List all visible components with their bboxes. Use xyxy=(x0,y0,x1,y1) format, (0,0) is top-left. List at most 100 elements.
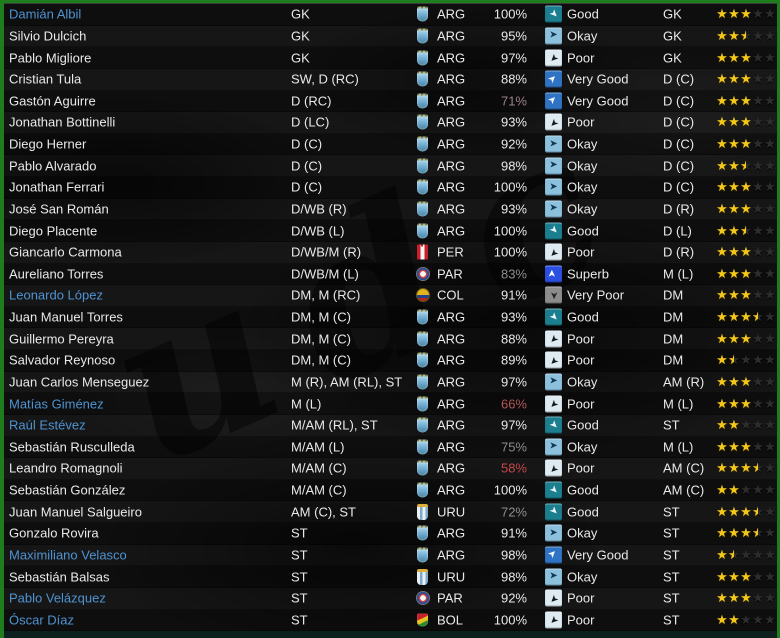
player-name-link[interactable]: Sebastián Rusculleda xyxy=(9,439,135,455)
player-row[interactable]: Pablo Velázquez ST PAR 92% ➤ Poor ST ★ ★ ★… xyxy=(4,587,777,610)
nation-flag-cell xyxy=(417,6,428,22)
player-row[interactable]: Raúl Estévez M/AM (RL), ST ARG 97% ➤ Goo… xyxy=(4,414,777,437)
form-arrow-icon: ➤ xyxy=(545,27,562,45)
star-icon: ★ xyxy=(740,265,752,281)
nation-flag-cell xyxy=(417,503,428,520)
player-row[interactable]: Aureliano Torres D/WB/M (L) PAR 83% ➤ Su… xyxy=(4,263,777,286)
star-icon: ★ xyxy=(716,546,728,562)
selected-position: D (R) xyxy=(663,201,695,217)
player-name-link[interactable]: Cristian Tula xyxy=(9,71,82,87)
player-name-link[interactable]: Jonathan Ferrari xyxy=(9,179,105,195)
star-icon: ★ xyxy=(752,352,764,368)
player-row[interactable]: Pablo Alvarado D (C) ARG 98% ➤ Okay D (C… xyxy=(4,155,777,177)
nation-flag-cell xyxy=(417,201,428,217)
player-positions: GK xyxy=(291,28,310,44)
player-row[interactable]: José San Román D/WB (R) ARG 93% ➤ Okay D… xyxy=(4,198,777,221)
player-name-link[interactable]: Gastón Aguirre xyxy=(9,93,96,109)
player-row[interactable]: Jonathan Ferrari D (C) ARG 100% ➤ Okay D… xyxy=(4,177,777,199)
condition-percent: 66% xyxy=(500,396,527,412)
player-row[interactable]: Gonzalo Rovira ST ARG 91% ➤ Okay ST ★ ★ ★ ★… xyxy=(4,523,777,545)
player-row[interactable]: Jonathan Bottinelli D (LC) ARG 93% ➤ Poo… xyxy=(4,112,777,134)
player-name-link[interactable]: José San Román xyxy=(9,201,109,217)
star-icon: ★ xyxy=(716,244,728,260)
player-name-link[interactable]: Gonzalo Rovira xyxy=(9,525,99,541)
player-name-link[interactable]: Jonathan Bottinelli xyxy=(9,114,116,130)
star-icon: ★ xyxy=(716,136,728,152)
player-row[interactable]: Óscar Díaz ST BOL 100% ➤ Poor ST ★ ★ ★ ★ ★ xyxy=(4,609,777,632)
player-name-link[interactable]: Diego Herner xyxy=(9,136,87,152)
player-row[interactable]: Damián Albil GK ARG 100% ➤ Good GK ★ ★ ★ ★ ★ xyxy=(4,4,777,26)
player-name-link[interactable]: Juan Manuel Salgueiro xyxy=(9,504,142,520)
flag-uru-icon xyxy=(417,503,428,520)
player-name-link[interactable]: Juan Manuel Torres xyxy=(9,309,123,325)
selected-position: D (L) xyxy=(663,223,692,239)
player-row[interactable]: Juan Manuel Salgueiro AM (C), ST URU 72%… xyxy=(4,501,777,523)
player-row[interactable]: Juan Carlos Menseguez M (R), AM (RL), ST… xyxy=(4,371,777,394)
player-name-link[interactable]: Guillermo Pereyra xyxy=(9,331,114,347)
player-name-link[interactable]: Leandro Romagnoli xyxy=(9,460,123,476)
nation-code: ARG xyxy=(437,460,466,476)
player-row[interactable]: Silvio Dulcich GK ARG 95% ➤ Okay GK ★ ★ ★ ★… xyxy=(4,25,777,48)
player-name-link[interactable]: Sebastián González xyxy=(9,482,126,498)
player-row[interactable]: Cristian Tula SW, D (RC) ARG 88% ➤ Very … xyxy=(4,68,777,91)
player-positions: ST xyxy=(291,547,308,563)
player-name-link[interactable]: Giancarlo Carmona xyxy=(9,244,122,260)
player-name-link[interactable]: Juan Carlos Menseguez xyxy=(9,374,150,390)
star-icon: ★ xyxy=(764,179,776,195)
player-name-link[interactable]: Óscar Díaz xyxy=(9,612,75,628)
player-row[interactable]: Juan Manuel Torres DM, M (C) ARG 93% ➤ G… xyxy=(4,306,777,329)
player-name-link[interactable]: Diego Placente xyxy=(9,223,98,239)
player-name-link[interactable]: Sebastián Balsas xyxy=(9,569,110,585)
player-row[interactable]: Gastón Aguirre D (RC) ARG 71% ➤ Very Goo… xyxy=(4,90,777,113)
player-name-link[interactable]: Leonardo López xyxy=(9,287,103,303)
star-icon: ★ xyxy=(764,525,776,541)
player-name-link[interactable]: Matías Giménez xyxy=(9,396,104,412)
player-name-link[interactable]: Pablo Velázquez xyxy=(9,590,106,606)
star-icon: ★ xyxy=(716,482,728,498)
player-row[interactable]: Pablo Migliore GK ARG 97% ➤ Poor GK ★ ★ ★ ★… xyxy=(4,47,777,69)
player-name-link[interactable]: Raúl Estévez xyxy=(9,417,86,433)
player-row[interactable]: Diego Herner D (C) ARG 92% ➤ Okay D (C) … xyxy=(4,133,777,156)
nation-code: ARG xyxy=(437,223,466,239)
player-row[interactable]: Diego Placente D/WB (L) ARG 100% ➤ Good … xyxy=(4,220,777,242)
player-row[interactable]: Sebastián González M/AM (C) ARG 100% ➤ G… xyxy=(4,479,777,502)
player-name-link[interactable]: Silvio Dulcich xyxy=(9,28,87,44)
player-row[interactable]: Sebastián Rusculleda M/AM (L) ARG 75% ➤ … xyxy=(4,436,777,459)
star-rating: ★ ★ ★ ★ ★ xyxy=(716,71,776,87)
player-row[interactable]: Leonardo López DM, M (RC) COL 91% ➤ Very… xyxy=(4,285,777,307)
player-row[interactable]: Leandro Romagnoli M/AM (C) ARG 58% ➤ Poo… xyxy=(4,458,777,480)
star-icon: ★ xyxy=(740,611,752,627)
star-icon: ★ xyxy=(716,352,728,368)
star-icon: ★ xyxy=(728,568,740,584)
player-name-link[interactable]: Maximiliano Velasco xyxy=(9,547,127,563)
form-arrow-icon: ➤ xyxy=(545,70,562,88)
nation-code: BOL xyxy=(437,612,464,628)
condition-percent: 97% xyxy=(500,50,527,66)
player-row[interactable]: Matías Giménez M (L) ARG 66% ➤ Poor M (L… xyxy=(4,393,777,415)
star-icon: ★ xyxy=(752,157,764,173)
player-name-link[interactable]: Damián Albil xyxy=(9,6,82,22)
star-icon: ★ xyxy=(716,309,728,325)
star-icon: ★ xyxy=(752,590,764,606)
star-icon: ★ xyxy=(740,200,752,216)
star-icon: ★ xyxy=(752,395,764,411)
player-row[interactable]: Sebastián Balsas ST URU 98% ➤ Okay ST ★ ★… xyxy=(4,566,777,588)
star-rating: ★★★★★★ xyxy=(716,525,776,541)
player-name-link[interactable]: Pablo Alvarado xyxy=(9,158,97,174)
nation-code: ARG xyxy=(437,136,466,152)
star-icon: ★ xyxy=(728,179,740,195)
player-row[interactable]: Maximiliano Velasco ST ARG 98% ➤ Very Go… xyxy=(4,544,777,567)
selected-position: D (C) xyxy=(663,158,695,174)
star-icon: ★ xyxy=(740,179,752,195)
star-icon: ★ xyxy=(728,200,740,216)
player-name-link[interactable]: Pablo Migliore xyxy=(9,50,92,66)
player-row[interactable]: Guillermo Pereyra DM, M (C) ARG 88% ➤ Po… xyxy=(4,328,777,350)
player-row[interactable]: Salvador Reynoso DM, M (C) ARG 89% ➤ Poo… xyxy=(4,350,777,372)
player-row[interactable]: Giancarlo Carmona D/WB/M (R) PER 100% ➤ … xyxy=(4,241,777,264)
form-label: Okay xyxy=(567,136,598,152)
player-name-link[interactable]: Aureliano Torres xyxy=(9,266,104,282)
star-icon: ★ xyxy=(728,309,740,325)
player-name-link[interactable]: Salvador Reynoso xyxy=(9,352,116,368)
flag-arg-icon xyxy=(417,158,428,174)
player-positions: D (C) xyxy=(291,136,323,152)
